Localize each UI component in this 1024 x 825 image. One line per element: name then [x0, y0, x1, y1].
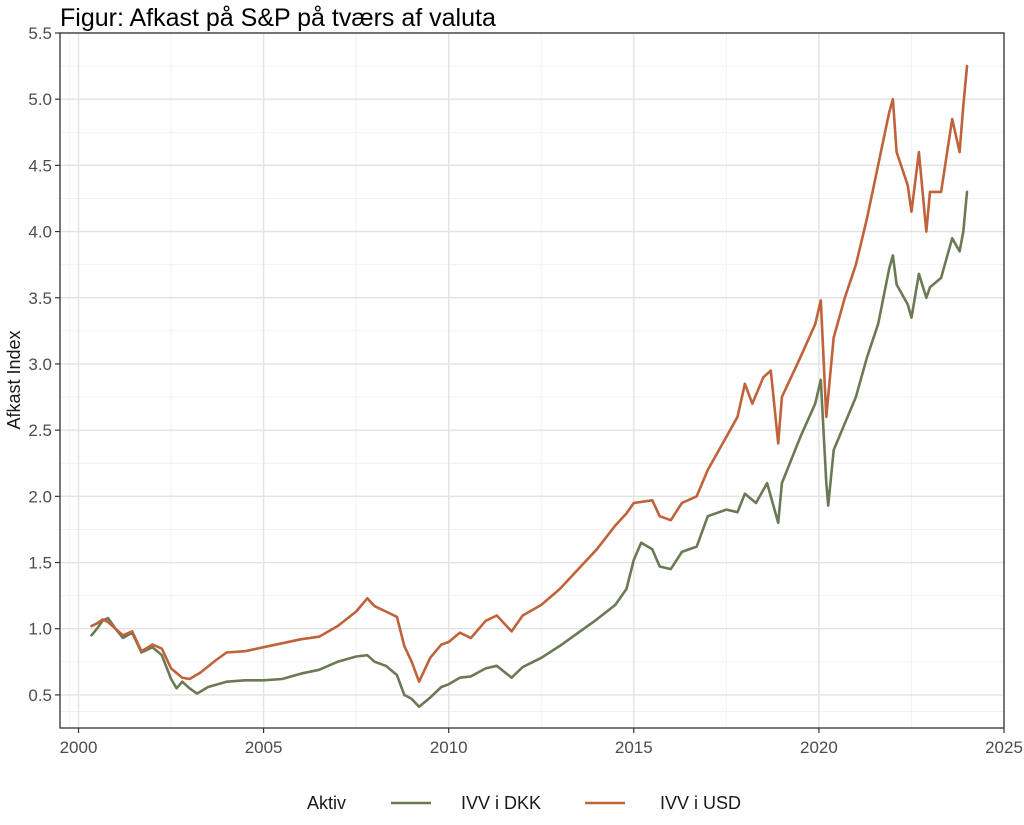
y-tick-label: 1.0: [28, 620, 52, 639]
x-tick-label: 2015: [615, 738, 653, 757]
legend-title: Aktiv: [307, 793, 346, 813]
series-line-ivv-dkk: [90, 190, 969, 709]
x-tick-label: 2000: [60, 738, 98, 757]
y-tick-label: 2.0: [28, 487, 52, 506]
legend-label-ivv-dkk: IVV i DKK: [461, 793, 541, 813]
y-tick-label: 3.0: [28, 355, 52, 374]
plot-frame: [59, 32, 1005, 729]
x-tick-label: 2010: [430, 738, 468, 757]
y-tick-label: 2.5: [28, 421, 52, 440]
y-tick-label: 3.5: [28, 289, 52, 308]
x-axis: 2000 2005 2010 2015 2020 2025: [60, 728, 1023, 757]
series-line-ivv-usd: [90, 64, 969, 683]
y-tick-label: 5.5: [28, 24, 52, 43]
y-tick-label: 5.0: [28, 90, 52, 109]
y-axis: 0.5 1.0 1.5 2.0 2.5 3.0 3.5 4.0 4.5 5.0 5.5: [28, 24, 60, 705]
x-tick-label: 2005: [245, 738, 283, 757]
y-tick-label: 4.5: [28, 156, 52, 175]
x-tick-label: 2025: [985, 738, 1023, 757]
series-layer: [90, 64, 969, 709]
legend: Aktiv IVV i DKK IVV i USD: [307, 793, 741, 813]
y-tick-label: 4.0: [28, 223, 52, 242]
grid: [60, 32, 1005, 728]
y-tick-label: 0.5: [28, 686, 52, 705]
chart-title: Figur: Afkast på S&P på tværs af valuta: [60, 4, 496, 32]
legend-label-ivv-usd: IVV i USD: [660, 793, 741, 813]
y-axis-title: Afkast Index: [4, 330, 24, 429]
x-tick-label: 2020: [800, 738, 838, 757]
y-tick-label: 1.5: [28, 554, 52, 573]
